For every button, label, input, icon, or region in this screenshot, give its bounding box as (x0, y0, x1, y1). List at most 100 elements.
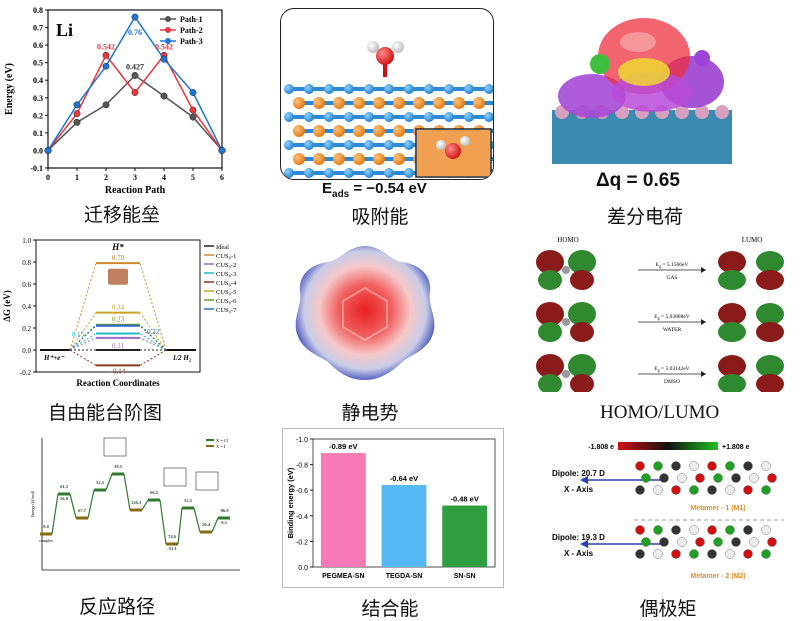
atom (484, 84, 493, 94)
legend-entry: CUS₀-3 (216, 271, 236, 278)
atom (393, 97, 405, 109)
data-point (44, 146, 52, 154)
caption-homo-lumo: HOMO/LUMO (600, 402, 720, 423)
atom (324, 168, 334, 178)
atom (384, 112, 394, 122)
y-tick-label: 1.0 (22, 237, 31, 245)
connector (69, 349, 97, 366)
dipole-panel: -1.808 e +1.808 e Dipole: 20.7 D X - Axis Me… (548, 438, 788, 586)
x-tick-label: PEGMEA-SN (322, 573, 364, 580)
lumo-lobe (756, 322, 784, 342)
dipole-arrow-head (580, 476, 588, 484)
atom (353, 125, 365, 137)
connector (69, 262, 97, 351)
dipole-moment-figure: -1.808 e +1.808 e Dipole: 20.7 D X - Axis Me… (552, 442, 784, 580)
atom (725, 525, 735, 535)
final-state-label: 1/2 H₂ (173, 354, 192, 362)
atom (393, 153, 405, 165)
atom (444, 112, 454, 122)
bar-value-label: -0.89 eV (329, 442, 357, 451)
path-connector (141, 499, 149, 511)
path-connector (177, 507, 183, 545)
atom (671, 549, 681, 559)
homo-lumo-figure: HOMO LUMO Eg = 5.1566eV GAS Eg = 5.03088eV WA… (536, 236, 784, 394)
atom (689, 549, 699, 559)
connector (69, 325, 97, 351)
atom (761, 485, 771, 495)
value-label: -0.14 (111, 367, 126, 375)
atom (293, 153, 305, 165)
atom (713, 473, 723, 483)
atom (761, 549, 771, 559)
caption-charge-difference: 差分电荷 (606, 206, 683, 228)
data-label: 0.542 (155, 42, 173, 51)
y-tick-label: 0.4 (22, 303, 31, 311)
caption-electrostatic-potential: 静电势 (341, 402, 399, 424)
y-tick-label: -0.2 (20, 369, 32, 377)
data-label: 0.76 (128, 28, 142, 37)
homo-title: HOMO (557, 236, 578, 244)
atom (444, 84, 454, 94)
homo-lobe (568, 354, 596, 378)
homo-lobe (570, 322, 594, 342)
atom (731, 537, 741, 547)
atom (324, 140, 334, 150)
atom (384, 84, 394, 94)
arrow-head (701, 371, 706, 377)
atom (373, 125, 385, 137)
chart-title: H* (111, 242, 124, 252)
inset-oxygen (445, 143, 461, 159)
data-point (102, 51, 110, 59)
homo-lobe (536, 354, 564, 378)
x-tick-label: SN-SN (454, 573, 476, 580)
scale-min-label: -1.808 e (588, 444, 614, 451)
migration-barrier-chart: -0.1 0.0 0.1 0.2 0.3 0.4 0.5 0.6 0.7 0.8 0 1 2 3 4 5 6 Re… (4, 6, 226, 196)
atom (333, 153, 345, 165)
atom (373, 97, 385, 109)
homo-lumo-panel: HOMO LUMO Eg = 5.1566eV GAS Eg = 5.03088eV WA… (520, 232, 800, 394)
homo-lobe (570, 270, 594, 290)
energy-value: 61.3 (60, 484, 69, 489)
legend-marker (165, 16, 171, 22)
atom (562, 370, 570, 378)
path-connector (87, 489, 95, 519)
adsorption-energy-label: Eads = −0.54 eV (322, 180, 427, 200)
y-axis-label: Energy (kJ/mol) (30, 490, 35, 517)
atom (304, 84, 314, 94)
atom (695, 473, 705, 483)
y-axis-label: Binding energy (eV) (286, 467, 295, 538)
arrow-head (701, 319, 706, 325)
medium-label: GAS (666, 275, 677, 281)
bar-TEGDA-SN (381, 485, 427, 567)
atom (284, 112, 294, 122)
atom (641, 473, 651, 483)
atom (761, 461, 771, 471)
x-tick-label: 5 (191, 173, 195, 182)
metamer-label: Metamer - 1 (M1) (690, 505, 745, 512)
bar-SN-SN (442, 505, 488, 567)
atom (284, 140, 294, 150)
atom (635, 485, 645, 495)
connector (139, 349, 167, 366)
data-point (102, 62, 110, 70)
energy-value: 56.8 (60, 496, 69, 501)
atom (424, 84, 434, 94)
energy-value: 126.3 (131, 500, 142, 505)
data-point (160, 92, 168, 100)
atom (333, 97, 345, 109)
atom (659, 537, 669, 547)
atom (344, 168, 354, 178)
y-tick-label: 0.0 (298, 565, 308, 572)
water-oxygen-atom (376, 47, 394, 65)
homo-lobe (538, 322, 562, 342)
gap-label: Eg = 5.03088eV (654, 314, 690, 321)
x-tick-label: 4 (162, 173, 166, 182)
atom (453, 97, 465, 109)
y-tick-label: -0.6 (296, 488, 308, 495)
atom (313, 125, 325, 137)
atom (284, 168, 294, 178)
legend-marker (165, 27, 171, 33)
legend-entry: CUS₀-7 (216, 307, 237, 314)
caption-adsorption-energy: 吸附能 (351, 206, 409, 228)
atom (671, 525, 681, 535)
